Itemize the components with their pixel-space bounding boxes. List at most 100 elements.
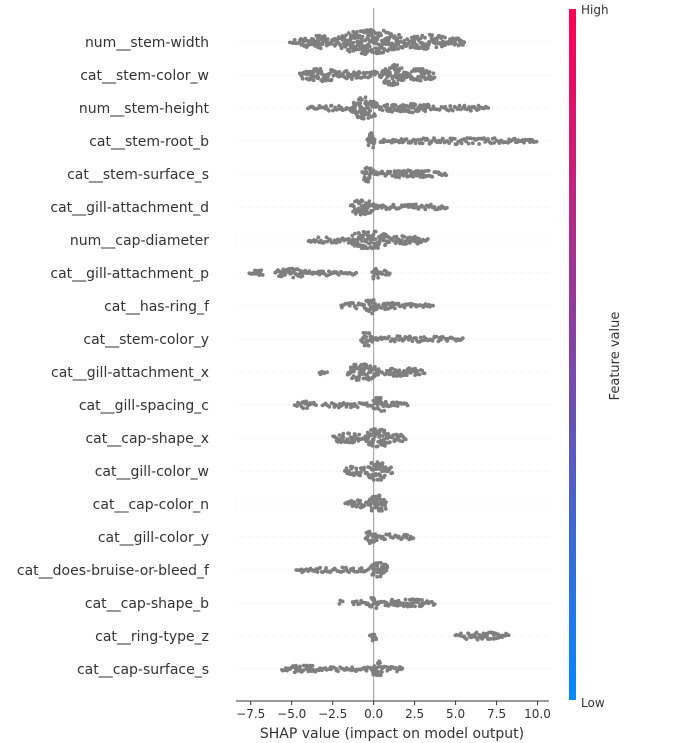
x-axis: −7.5 −5.0 −2.5 0.0 2.5 5.0 7.5 10.0 SHAP value … (236, 700, 551, 742)
shap-point (335, 38, 339, 43)
shap-point (372, 500, 376, 505)
feature-point-row (331, 427, 408, 449)
shap-point (370, 441, 374, 446)
shap-point (260, 273, 265, 277)
shap-point (291, 275, 296, 280)
shap-point (306, 669, 311, 674)
shap-point (350, 465, 355, 469)
shap-point (385, 102, 390, 107)
shap-point (292, 38, 297, 42)
shap-point (377, 51, 382, 55)
shap-point (380, 434, 385, 438)
shap-point (341, 435, 346, 440)
feature-label: cat__does-bruise-or-bleed_f (17, 563, 210, 579)
shap-point (395, 404, 400, 408)
shap-point (362, 343, 367, 348)
shap-point (364, 335, 369, 339)
shap-point (353, 46, 358, 50)
shap-point (482, 136, 486, 141)
shap-point (310, 663, 315, 668)
shap-point (387, 334, 391, 339)
feature-label: cat__gill-spacing_c (79, 398, 209, 414)
shap-point (378, 673, 383, 678)
shap-point (359, 75, 364, 80)
shap-point (427, 70, 432, 74)
shap-point (347, 402, 352, 407)
shap-point (352, 500, 357, 504)
shap-point (392, 80, 396, 84)
shap-point (369, 138, 373, 143)
shap-point (400, 439, 405, 444)
shap-point (340, 599, 345, 604)
shap-point (353, 212, 358, 216)
shap-point (407, 366, 411, 370)
shap-point (413, 604, 417, 609)
shap-point (403, 171, 408, 176)
shap-point (384, 600, 389, 605)
shap-point (362, 303, 367, 307)
shap-point (419, 169, 424, 174)
feature-point-row (348, 198, 449, 217)
shap-point (434, 45, 439, 50)
shap-point (375, 499, 379, 504)
shap-point (397, 534, 401, 539)
shap-point (340, 305, 344, 310)
shap-point (404, 242, 408, 246)
shap-point (369, 240, 373, 245)
shap-point (279, 274, 284, 279)
shap-point (383, 537, 387, 541)
shap-point (489, 141, 493, 146)
shap-point (314, 403, 318, 408)
shap-point (362, 468, 366, 472)
shap-point (416, 75, 421, 79)
shap-point (371, 570, 376, 575)
shap-point (464, 139, 468, 144)
shap-point (390, 366, 395, 371)
shap-point (422, 371, 427, 376)
shap-point (354, 504, 359, 509)
shap-point (373, 434, 377, 439)
shap-point (390, 76, 395, 81)
shap-point (403, 437, 408, 442)
shap-point (486, 106, 491, 110)
shap-point (467, 105, 471, 110)
shap-point (371, 438, 376, 443)
shap-point (475, 637, 480, 642)
shap-point (371, 145, 376, 150)
shap-point (397, 32, 401, 37)
shap-point (358, 569, 363, 574)
x-tick-label: −7.5 (236, 707, 265, 721)
shap-point (365, 246, 370, 251)
shap-point (355, 30, 359, 34)
feature-label: cat__cap-shape_x (85, 431, 209, 447)
colorbar-low-label: Low (581, 696, 605, 710)
shap-point (350, 77, 354, 81)
shap-point (389, 465, 393, 470)
shap-point (371, 478, 376, 482)
shap-point (476, 136, 481, 141)
shap-point (392, 169, 397, 173)
shap-point (375, 564, 380, 568)
x-tick-label: 2.5 (405, 707, 424, 721)
feature-label: cat__cap-shape_b (85, 596, 209, 612)
shap-point (393, 306, 397, 311)
colorbar-high-label: High (581, 3, 609, 17)
shap-point (393, 103, 398, 107)
shap-point (366, 179, 370, 184)
shap-point (425, 46, 430, 50)
feature-point-row (339, 298, 435, 316)
shap-point (366, 343, 371, 348)
shap-point (382, 473, 387, 478)
shap-point (380, 108, 385, 113)
shap-point (380, 461, 385, 465)
shap-point (376, 275, 380, 280)
shap-point (334, 70, 339, 75)
feature-label: cat__gill-attachment_x (51, 365, 209, 381)
shap-point (360, 372, 365, 376)
shap-point (369, 461, 374, 465)
shap-point (404, 373, 409, 378)
colorbar: High Low Feature value (569, 3, 623, 710)
shap-point (432, 75, 437, 80)
shap-point (370, 134, 375, 139)
